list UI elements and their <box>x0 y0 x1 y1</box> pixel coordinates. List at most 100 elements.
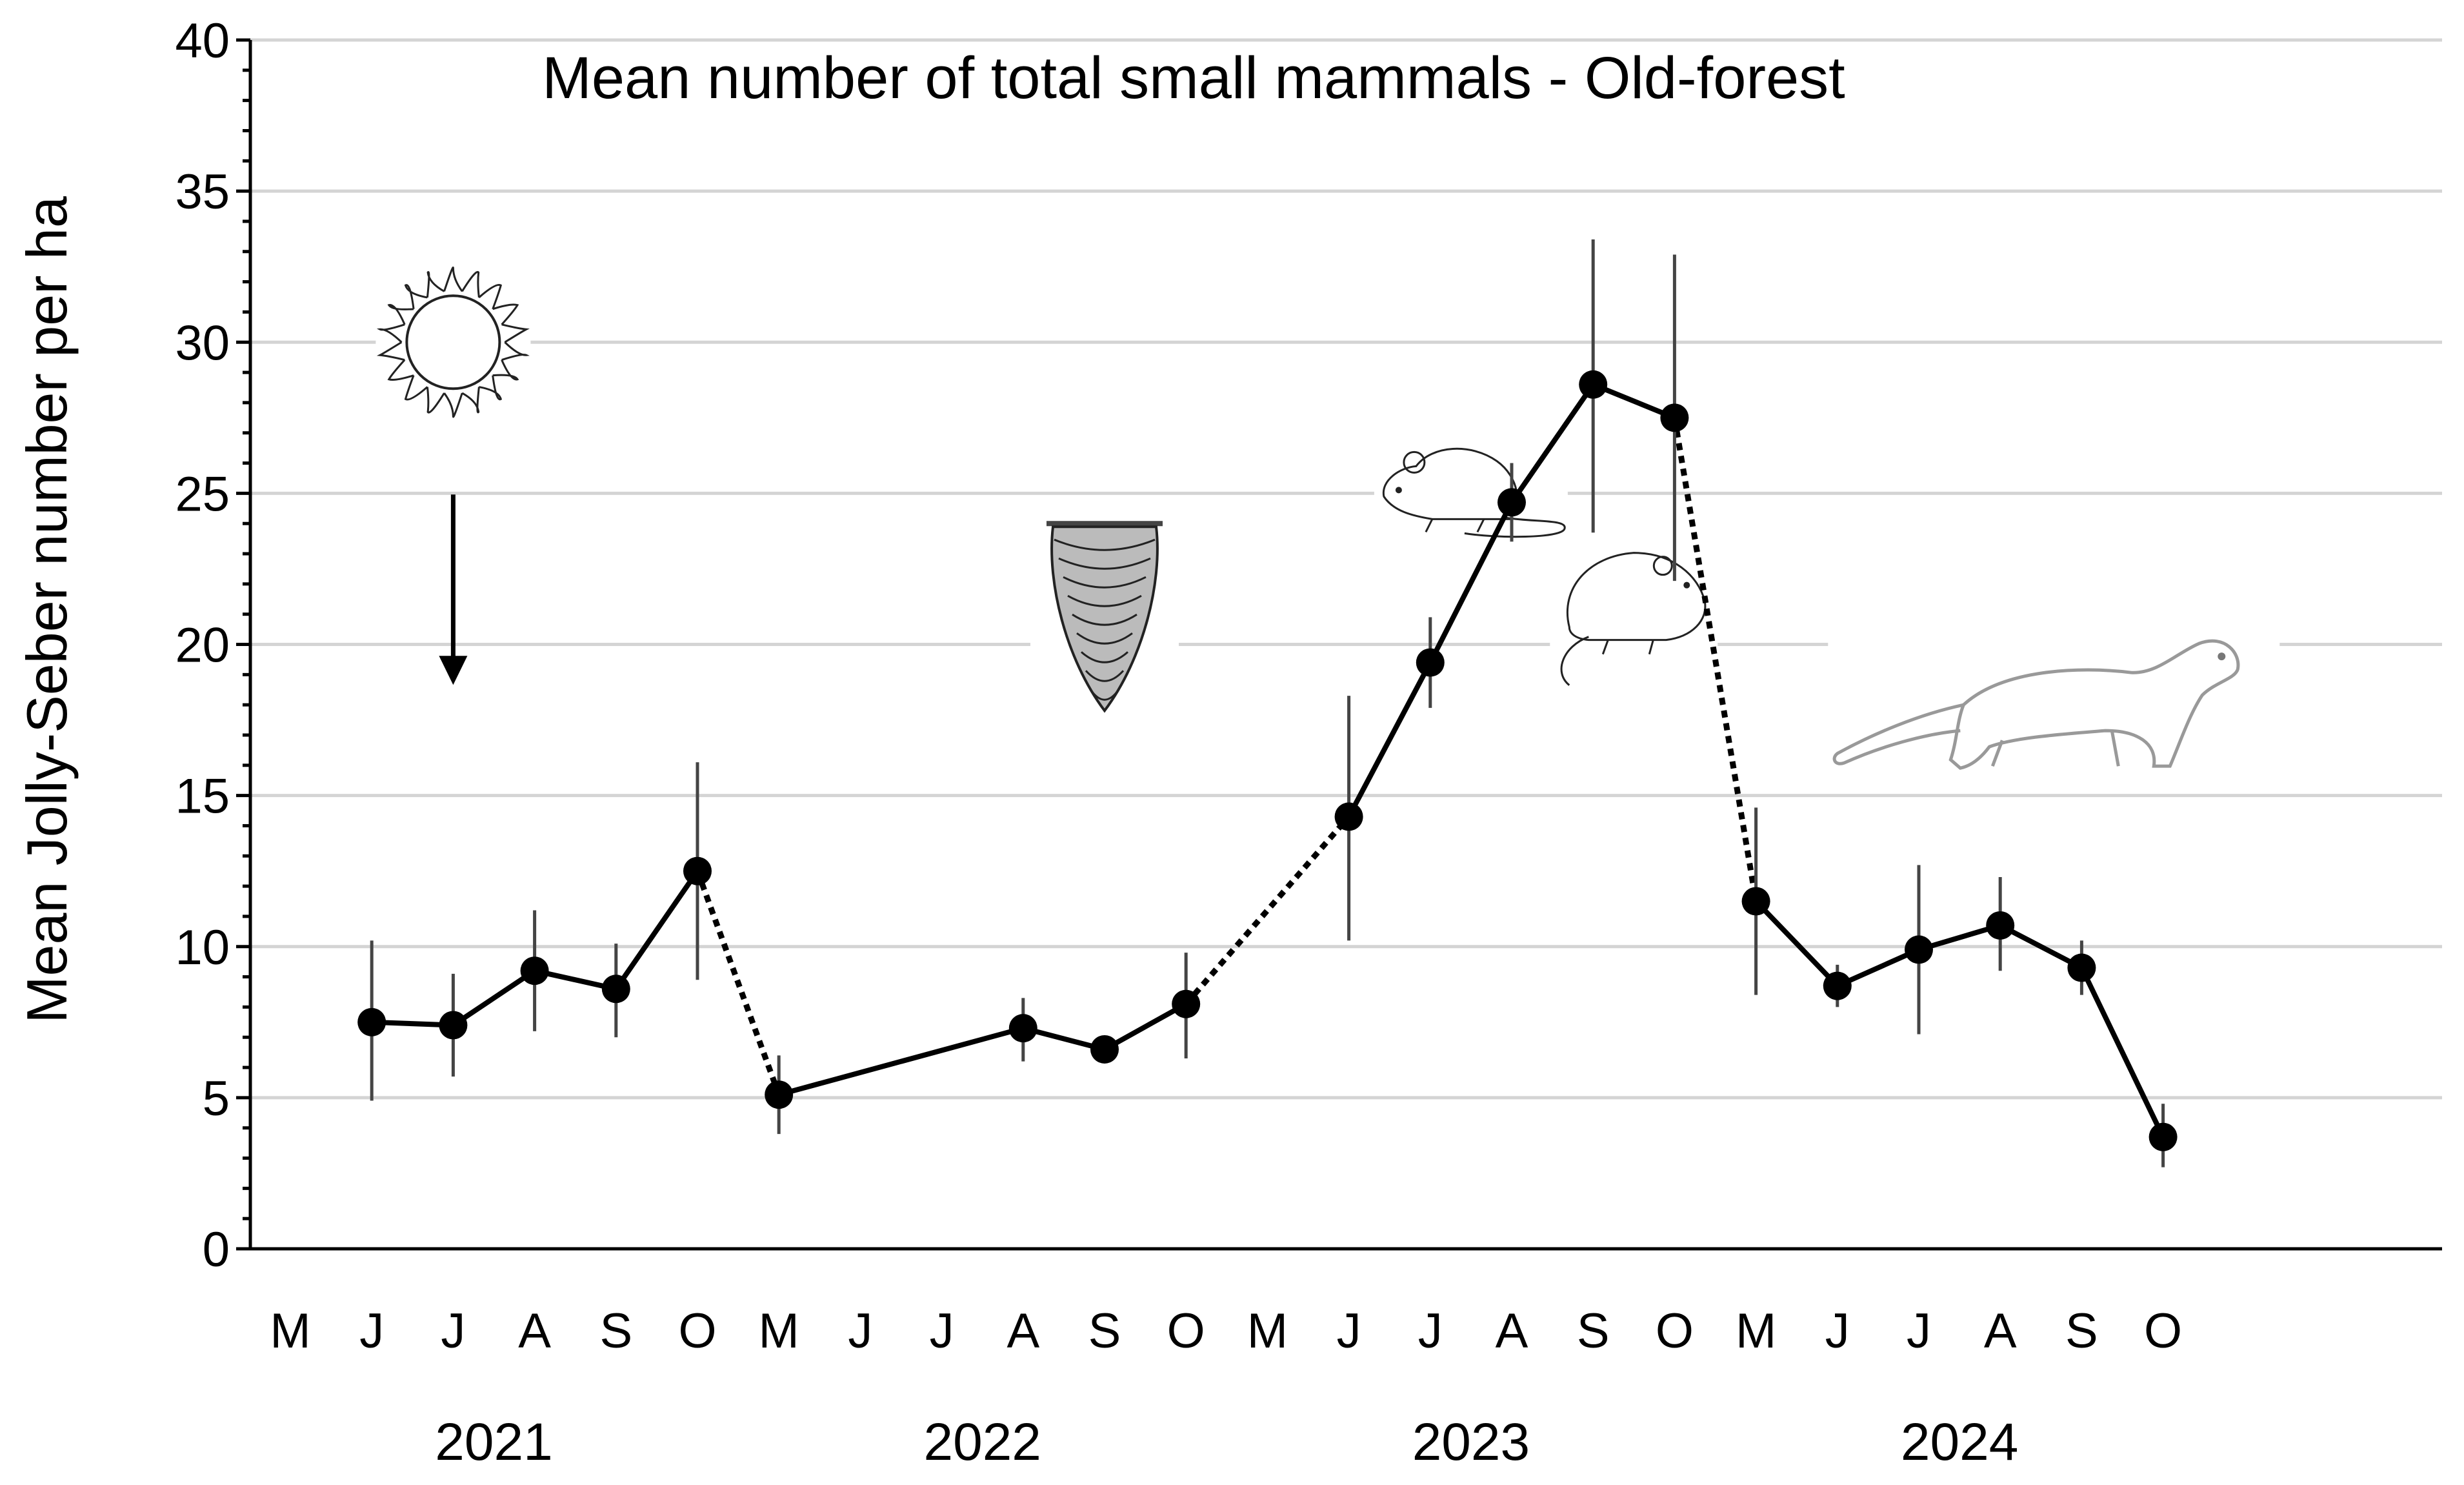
weasel-legs <box>1990 730 2120 767</box>
mouse-ear <box>1403 450 1426 474</box>
x-tick-label: A <box>1984 1304 2017 1359</box>
cone-scale-row <box>1089 689 1120 701</box>
y-tick-label: 20 <box>175 618 230 673</box>
x-tick-label: O <box>678 1304 716 1359</box>
cone-scale-row <box>1067 594 1142 607</box>
solid-segment <box>452 968 536 1027</box>
x-tick-label: M <box>1736 1304 1776 1359</box>
cone-scale-row <box>1081 651 1128 663</box>
data-point <box>1823 971 1852 1000</box>
x-tick-label: J <box>359 1304 384 1359</box>
x-tick-label: O <box>1167 1304 1205 1359</box>
mouse-eye <box>1395 487 1402 494</box>
x-tick-label: J <box>441 1304 465 1359</box>
vole-ear <box>1652 556 1673 576</box>
data-point <box>439 1011 468 1040</box>
data-point <box>1579 370 1608 399</box>
x-tick-label: S <box>599 1304 632 1359</box>
data-point <box>2067 953 2096 982</box>
year-label: 2024 <box>1901 1413 2018 1471</box>
x-tick-label: J <box>930 1304 954 1359</box>
vole-icon <box>1550 543 1718 686</box>
vole-body <box>1566 552 1707 641</box>
y-axis-label: Mean Jolly-Seber number per ha <box>15 196 79 1024</box>
data-point <box>1090 1035 1119 1064</box>
x-tick-label: J <box>848 1304 872 1359</box>
y-tick-label: 5 <box>203 1071 230 1126</box>
mouse-tail <box>1464 516 1566 538</box>
cone-scale-row <box>1085 670 1125 682</box>
data-point <box>1986 911 2015 940</box>
x-tick-label: M <box>1247 1304 1288 1359</box>
solid-segment <box>1999 923 2083 971</box>
solid-segment <box>778 1025 1024 1098</box>
chart-title: Mean number of total small mammals - Old… <box>542 45 1845 111</box>
cone-scale-row <box>1058 557 1151 570</box>
solid-segment <box>1347 661 1433 818</box>
x-tick-label: M <box>759 1304 799 1359</box>
x-tick-label: J <box>1825 1304 1850 1359</box>
sun-disc <box>405 294 501 390</box>
x-tick-label: S <box>1577 1304 1610 1359</box>
axis-labels: Mean number of total small mammals - Old… <box>15 45 1845 1024</box>
dotted-segment <box>1671 417 1759 902</box>
solid-segment <box>2079 966 2166 1138</box>
arrow-head <box>439 656 468 685</box>
x-tick-label: O <box>1656 1304 1694 1359</box>
icon-backdrop <box>1550 543 1718 672</box>
solid-segment <box>1103 1002 1188 1052</box>
cone-scale-row <box>1076 632 1133 645</box>
gridlines <box>250 38 2442 1100</box>
weasel-body <box>1948 639 2240 770</box>
x-tick-label: A <box>1496 1304 1528 1359</box>
x-tick-label: O <box>2144 1304 2182 1359</box>
dotted-segment <box>694 870 782 1096</box>
data-point <box>520 956 549 985</box>
x-tick-label: J <box>1418 1304 1443 1359</box>
cone-scale-row <box>1054 538 1156 551</box>
data-point <box>2148 1122 2178 1151</box>
solid-segment <box>1509 383 1596 504</box>
cone-scale-row <box>1072 613 1137 626</box>
data-point <box>1497 488 1526 517</box>
cone-body <box>1050 525 1159 713</box>
data-point <box>1905 935 1933 964</box>
y-tick-label: 40 <box>175 14 230 68</box>
data-points <box>357 370 2178 1151</box>
cone-scale-row <box>1063 576 1147 589</box>
data-point <box>1334 802 1363 831</box>
y-tick-label: 25 <box>175 467 230 521</box>
vole-legs <box>1601 640 1654 655</box>
weasel-tail <box>1832 703 1964 765</box>
x-tick-label: M <box>270 1304 310 1359</box>
x-tick-label: A <box>518 1304 551 1359</box>
year-label: 2022 <box>923 1413 1041 1471</box>
data-point <box>1741 887 1770 916</box>
x-tick-label: S <box>1088 1304 1121 1359</box>
dotted-segment <box>1183 814 1351 1006</box>
solid-segment <box>1592 382 1676 421</box>
sun-rays <box>376 267 530 418</box>
down-arrow-icon <box>439 494 468 685</box>
x-tick-label: J <box>1337 1304 1361 1359</box>
solid-segment <box>1836 947 1920 989</box>
annotation-icons <box>376 261 2280 793</box>
sun-icon <box>376 261 531 423</box>
data-point <box>601 975 630 1004</box>
data-point <box>1172 989 1201 1018</box>
mouse-icon <box>1374 438 1568 549</box>
year-label: 2021 <box>435 1413 552 1471</box>
year-label: 2023 <box>1412 1413 1530 1471</box>
x-tick-label: A <box>1007 1304 1039 1359</box>
y-tick-label: 35 <box>175 165 230 219</box>
icon-backdrop <box>1374 438 1568 549</box>
vole-tail <box>1560 636 1589 686</box>
data-point <box>683 856 712 885</box>
solid-segment <box>1754 899 1839 988</box>
data-point <box>1416 648 1445 677</box>
data-point <box>765 1080 794 1109</box>
conifer-cone-icon <box>1030 517 1179 713</box>
x-tick-label: S <box>2065 1304 2098 1359</box>
data-point <box>1008 1014 1037 1043</box>
